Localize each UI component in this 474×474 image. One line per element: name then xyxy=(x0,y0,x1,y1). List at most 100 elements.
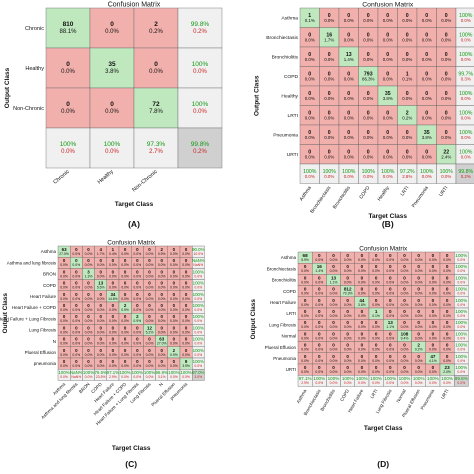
matrix-cell-percent: 0.0% xyxy=(97,308,105,312)
matrix-cell-value: 812 xyxy=(344,287,352,292)
matrix-cell-value: 0 xyxy=(99,359,102,364)
matrix-cell-value: 44 xyxy=(359,298,365,303)
matrix-cell-value: 2 xyxy=(154,21,158,28)
column-summary-cell-value: 100% xyxy=(104,141,121,148)
matrix-cell-percent: 0.0% xyxy=(372,292,380,296)
row-summary-cell-value: 99.8% xyxy=(191,21,210,28)
column-summary-cell-percent: 2.9% xyxy=(109,375,117,379)
y-tick-label: Lung Fibrosis xyxy=(29,328,57,333)
matrix-cell-value: 72 xyxy=(152,101,160,108)
panel-label: (A) xyxy=(128,219,140,229)
matrix-cell-percent: 0.0% xyxy=(401,269,409,273)
matrix-cell-percent: 0.0% xyxy=(170,364,178,368)
matrix-cell-percent: 0.0% xyxy=(358,314,366,318)
matrix-cell-value: 0 xyxy=(318,320,321,325)
matrix-cell-percent: 0.0% xyxy=(182,330,190,334)
matrix-cell-percent: 0.0% xyxy=(133,330,141,334)
matrix-cell-value: 0 xyxy=(112,258,115,263)
y-tick-label: LRTI xyxy=(287,113,298,119)
row-summary-cell-value: 100% xyxy=(192,61,209,68)
matrix-cell-value: 0 xyxy=(160,325,163,330)
matrix-cell-value: 0 xyxy=(112,337,115,342)
matrix-cell-value: 0 xyxy=(332,253,335,258)
column-summary-cell-percent: 0.0% xyxy=(443,381,451,385)
row-summary-cell-percent: 0.0% xyxy=(461,57,471,62)
overall-accuracy-cell-value: 99.8% xyxy=(191,141,210,148)
x-tick-label: URTI xyxy=(438,185,449,198)
matrix-cell-value: 0 xyxy=(361,253,364,258)
matrix-cell-value: 0 xyxy=(66,101,70,108)
matrix-cell-value: 0 xyxy=(75,348,78,353)
matrix-cell-value: 0 xyxy=(124,281,127,286)
matrix-cell-value: 0 xyxy=(389,354,392,359)
matrix-cell-value: 0 xyxy=(173,314,176,319)
column-summary-cell-percent: 0.0% xyxy=(422,174,432,179)
y-tick-label: Heart Failure xyxy=(270,300,297,305)
matrix-cell-percent: 0.0% xyxy=(441,37,451,42)
matrix-cell-value: 0 xyxy=(386,110,389,116)
matrix-cell-percent: 0.0% xyxy=(443,303,451,307)
matrix-cell-percent: 0.0% xyxy=(372,325,380,329)
matrix-cell-value: 0 xyxy=(318,331,321,336)
matrix-cell-value: 0 xyxy=(185,303,188,308)
x-tick-label: Bronchiolitis xyxy=(332,185,352,210)
row-summary-cell-value: 100% xyxy=(455,365,467,370)
matrix-cell-percent: 0.0% xyxy=(109,263,117,267)
matrix-cell-percent: 3.8% xyxy=(422,135,432,140)
matrix-cell-value: 0 xyxy=(446,331,449,336)
x-tick-label: LRTI xyxy=(399,185,410,197)
matrix-cell-percent: 0.0% xyxy=(402,57,412,62)
matrix-cell-value: 0 xyxy=(403,320,406,325)
matrix-cell-value: 0 xyxy=(346,365,349,370)
matrix-cell-percent: 0.0% xyxy=(344,18,354,23)
column-summary-cell-value: 100% xyxy=(381,169,395,175)
matrix-cell-value: 0 xyxy=(446,253,449,258)
matrix-cell-percent: 0.0% xyxy=(344,280,352,284)
matrix-cell-percent: 0.0% xyxy=(429,280,437,284)
matrix-cell-percent: 0.0% xyxy=(441,135,451,140)
matrix-cell-bg xyxy=(133,7,179,49)
row-summary-cell-value: 100% xyxy=(193,359,204,364)
column-summary-cell-value: 100% xyxy=(83,370,94,375)
column-summary-cell-percent: NaN% xyxy=(71,375,81,379)
matrix-cell-value: 0 xyxy=(432,331,435,336)
matrix-cell-value: 0 xyxy=(445,130,448,136)
column-summary-cell-percent: 0.0% xyxy=(330,381,338,385)
matrix-cell-percent: 1.7% xyxy=(324,37,334,42)
matrix-cell-percent: 0.0% xyxy=(109,274,117,278)
column-summary-cell-value: 97.2% xyxy=(400,169,415,175)
matrix-cell-value: 0 xyxy=(332,287,335,292)
matrix-cell-value: 810 xyxy=(63,21,74,28)
matrix-cell-value: 13 xyxy=(331,275,337,280)
row-summary-cell-value: 100% xyxy=(459,91,473,97)
matrix-cell-value: 0 xyxy=(347,130,350,136)
matrix-cell-value: 0 xyxy=(87,348,90,353)
row-summary-cell-value: 100% xyxy=(192,101,209,108)
matrix-cell-percent: 3.9% xyxy=(182,364,190,368)
matrix-cell-value: 0 xyxy=(112,359,115,364)
matrix-cell-value: 0 xyxy=(124,359,127,364)
row-summary-cell-bg xyxy=(177,87,223,129)
matrix-cell-value: 0 xyxy=(304,287,307,292)
matrix-cell-percent: 0.0% xyxy=(402,18,412,23)
column-summary-cell-bg xyxy=(45,127,91,169)
matrix-cell-value: 0 xyxy=(375,298,378,303)
matrix-cell-value: 0 xyxy=(346,264,349,269)
matrix-cell-percent: 0.0% xyxy=(358,258,366,262)
row-summary-cell-percent: 0.0% xyxy=(194,319,202,323)
row-summary-cell-value: 100% xyxy=(455,298,467,303)
matrix-cell-percent: 0.0% xyxy=(401,280,409,284)
row-summary-cell-percent: 0.0% xyxy=(194,274,202,278)
matrix-cell-percent: 0.0% xyxy=(85,319,93,323)
row-summary-cell-percent: 0.0% xyxy=(457,280,465,284)
y-axis-label: Output Class xyxy=(4,67,11,108)
matrix-cell-percent: 2.0% xyxy=(443,370,451,374)
matrix-cell-value: 0 xyxy=(375,343,378,348)
matrix-cell-value: 2 xyxy=(173,348,176,353)
matrix-cell-percent: 0.0% xyxy=(415,269,423,273)
matrix-cell-value: 0 xyxy=(375,320,378,325)
matrix-cell-value: 0 xyxy=(432,253,435,258)
matrix-cell-value: 0 xyxy=(328,149,331,155)
matrix-cell-value: 0 xyxy=(148,348,151,353)
x-tick-label: BRON xyxy=(78,382,91,395)
